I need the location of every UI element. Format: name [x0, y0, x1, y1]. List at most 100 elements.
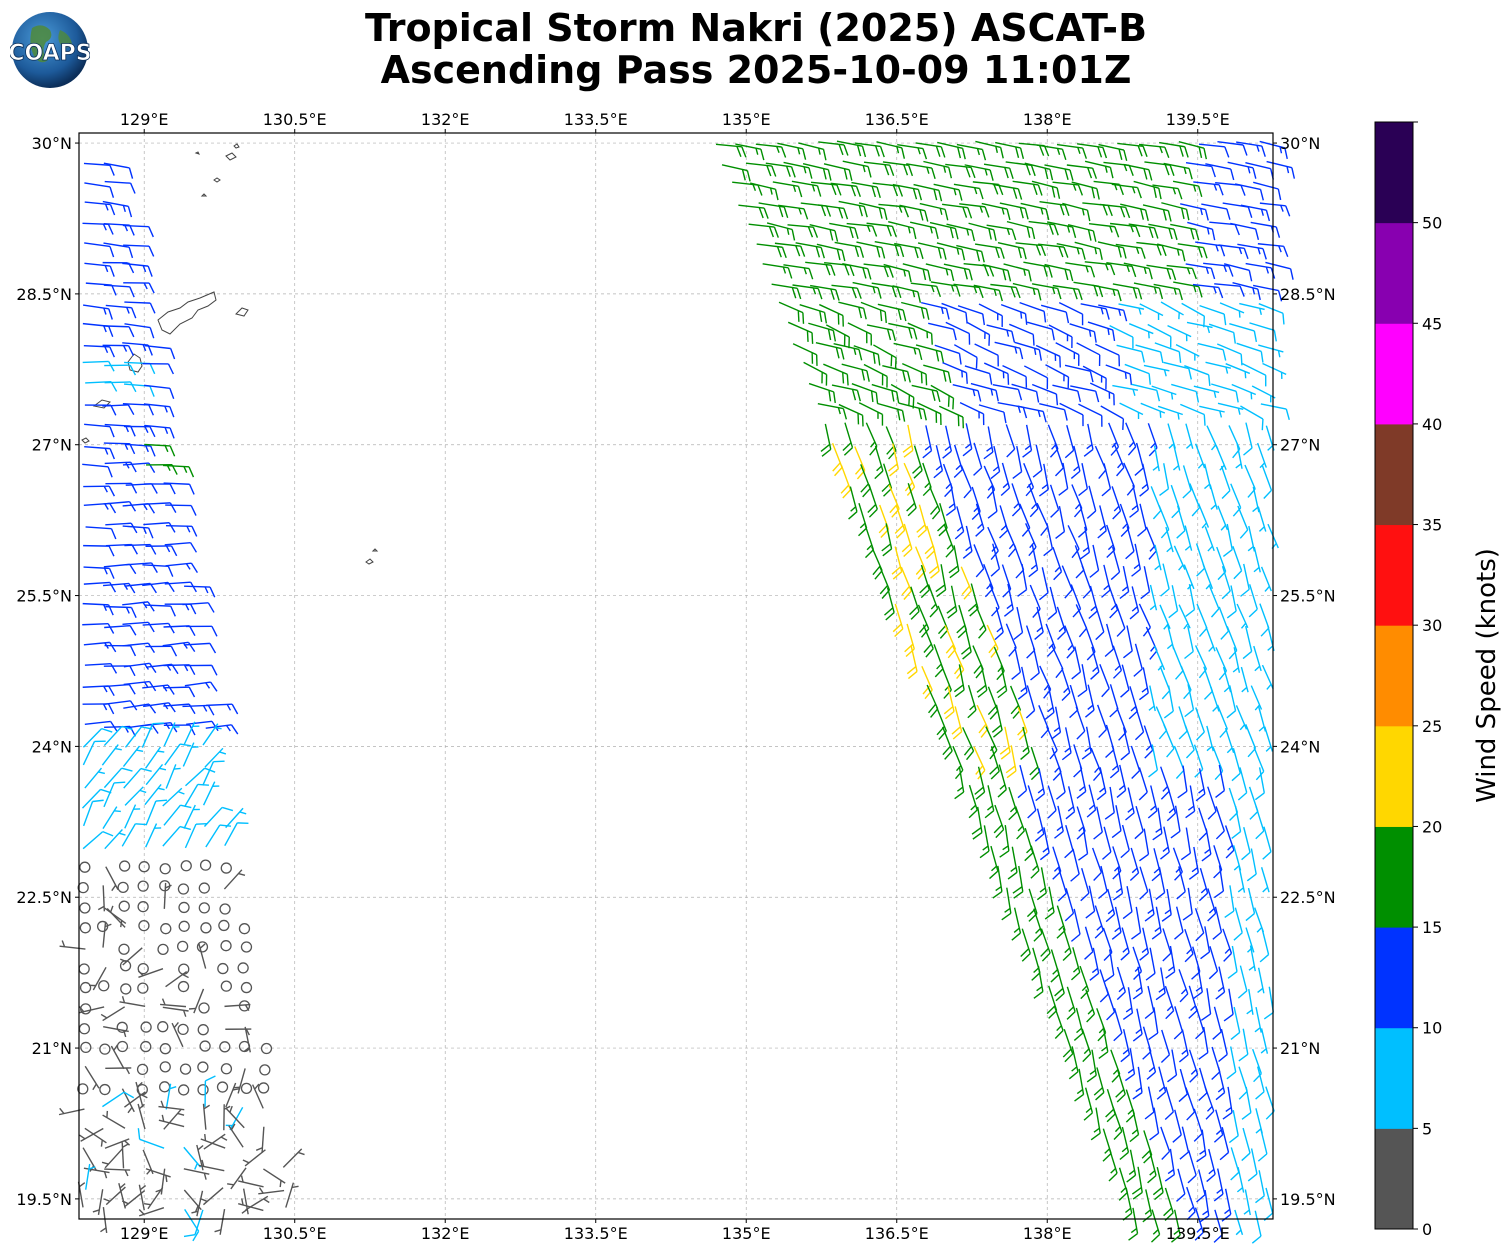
wind-barb	[145, 1168, 171, 1183]
wind-barb	[1188, 985, 1198, 1019]
wind-barb	[145, 545, 178, 557]
wind-barb	[1095, 606, 1105, 641]
wind-barb	[102, 344, 135, 356]
wind-barb	[927, 584, 939, 618]
wind-barb	[846, 222, 878, 237]
wind-barb	[792, 284, 823, 300]
wind-barb-calm	[79, 861, 91, 873]
wind-barb	[1254, 907, 1265, 933]
colorbar-tick-label: 50	[1422, 214, 1442, 233]
wind-barb	[186, 720, 219, 732]
wind-barb	[1102, 1128, 1112, 1162]
wind-barb	[1005, 745, 1017, 779]
wind-barb	[1071, 484, 1083, 518]
wind-barb	[103, 501, 137, 512]
wind-barb	[783, 264, 814, 280]
wind-barb	[1151, 385, 1177, 400]
wind-barb	[1073, 744, 1083, 778]
wind-barb	[1176, 866, 1186, 900]
lon-tick-label-bottom: 133.5°E	[564, 1224, 628, 1243]
wind-barb	[1087, 321, 1116, 342]
wind-barb	[823, 363, 849, 386]
wind-barb	[1024, 827, 1034, 862]
wind-barb	[82, 304, 113, 320]
wind-barb	[944, 625, 957, 659]
wind-barb	[1250, 221, 1281, 238]
wind-barb	[1129, 484, 1139, 518]
wind-barb-calm	[178, 901, 190, 914]
wind-barb	[1023, 261, 1053, 278]
wind-barb	[907, 322, 933, 345]
wind-barb	[975, 140, 1004, 159]
wind-barb	[1064, 625, 1075, 659]
wind-barb	[916, 402, 942, 426]
wind-barb	[1179, 1126, 1190, 1160]
wind-barb	[83, 641, 117, 653]
wind-barb	[1002, 364, 1028, 388]
colorbar-bin	[1375, 927, 1413, 1029]
wind-barb	[225, 1028, 252, 1036]
wind-barb	[1078, 403, 1103, 427]
wind-barb	[85, 1163, 96, 1190]
wind-barb	[1139, 866, 1149, 900]
wind-barb	[1009, 323, 1035, 346]
wind-barb	[996, 665, 1008, 699]
wind-barb	[103, 767, 133, 789]
wind-barb	[1184, 928, 1194, 963]
wind-barb	[206, 703, 239, 715]
wind-barb	[928, 322, 957, 341]
wind-barb	[1139, 463, 1150, 497]
wind-barb	[819, 303, 844, 327]
wind-barb	[1197, 342, 1227, 361]
wind-barb	[878, 565, 891, 599]
wind-barb	[82, 360, 115, 372]
wind-barb	[892, 603, 904, 637]
wind-barb	[1011, 383, 1040, 403]
wind-barb	[1217, 505, 1229, 531]
wind-barb	[1163, 1187, 1174, 1221]
wind-barb	[1134, 805, 1144, 840]
wind-barb	[1064, 824, 1074, 859]
wind-barb	[1078, 827, 1089, 861]
wind-barb	[1173, 545, 1186, 571]
wind-barb	[848, 486, 858, 520]
wind-barb	[85, 526, 117, 540]
wind-barb	[1120, 1029, 1131, 1063]
wind-barb	[791, 180, 822, 197]
wind-barb	[1150, 1209, 1161, 1243]
wind-barb	[778, 301, 805, 324]
wind-barb	[242, 1149, 266, 1167]
wind-barb	[1228, 1110, 1239, 1144]
wind-barb	[1036, 502, 1049, 536]
wind-barb	[225, 807, 247, 829]
wind-barb	[1197, 503, 1210, 529]
wind-barb	[1151, 906, 1162, 940]
wind-barb	[999, 505, 1009, 539]
wind-barb	[992, 183, 1023, 200]
wind-barb	[968, 784, 978, 819]
wind-barb	[1226, 1046, 1237, 1080]
colorbar-frame	[1374, 121, 1414, 1230]
wind-barb	[1188, 846, 1200, 880]
wind-barb	[143, 403, 175, 418]
wind-barb	[901, 362, 928, 386]
wind-barb	[100, 1006, 126, 1022]
wind-barb	[1230, 1006, 1241, 1041]
wind-barb	[1133, 282, 1164, 300]
wind-barb	[1228, 787, 1239, 822]
wind-barb	[997, 402, 1028, 419]
wind-barb	[1067, 525, 1080, 559]
wind-barb	[1262, 826, 1272, 860]
island-coastline	[235, 307, 249, 317]
wind-barb-calm	[178, 920, 190, 932]
lat-tick-label-left: 22.5°N	[16, 888, 72, 907]
wind-barb	[183, 783, 209, 808]
wind-barb	[863, 161, 895, 176]
wind-barb	[1138, 143, 1170, 158]
wind-barb-calm	[140, 1040, 152, 1053]
wind-barb	[143, 384, 175, 400]
wind-barb	[205, 824, 232, 848]
wind-barb	[1084, 261, 1116, 276]
wind-barb	[1047, 785, 1057, 819]
wind-barb	[1164, 1148, 1176, 1182]
